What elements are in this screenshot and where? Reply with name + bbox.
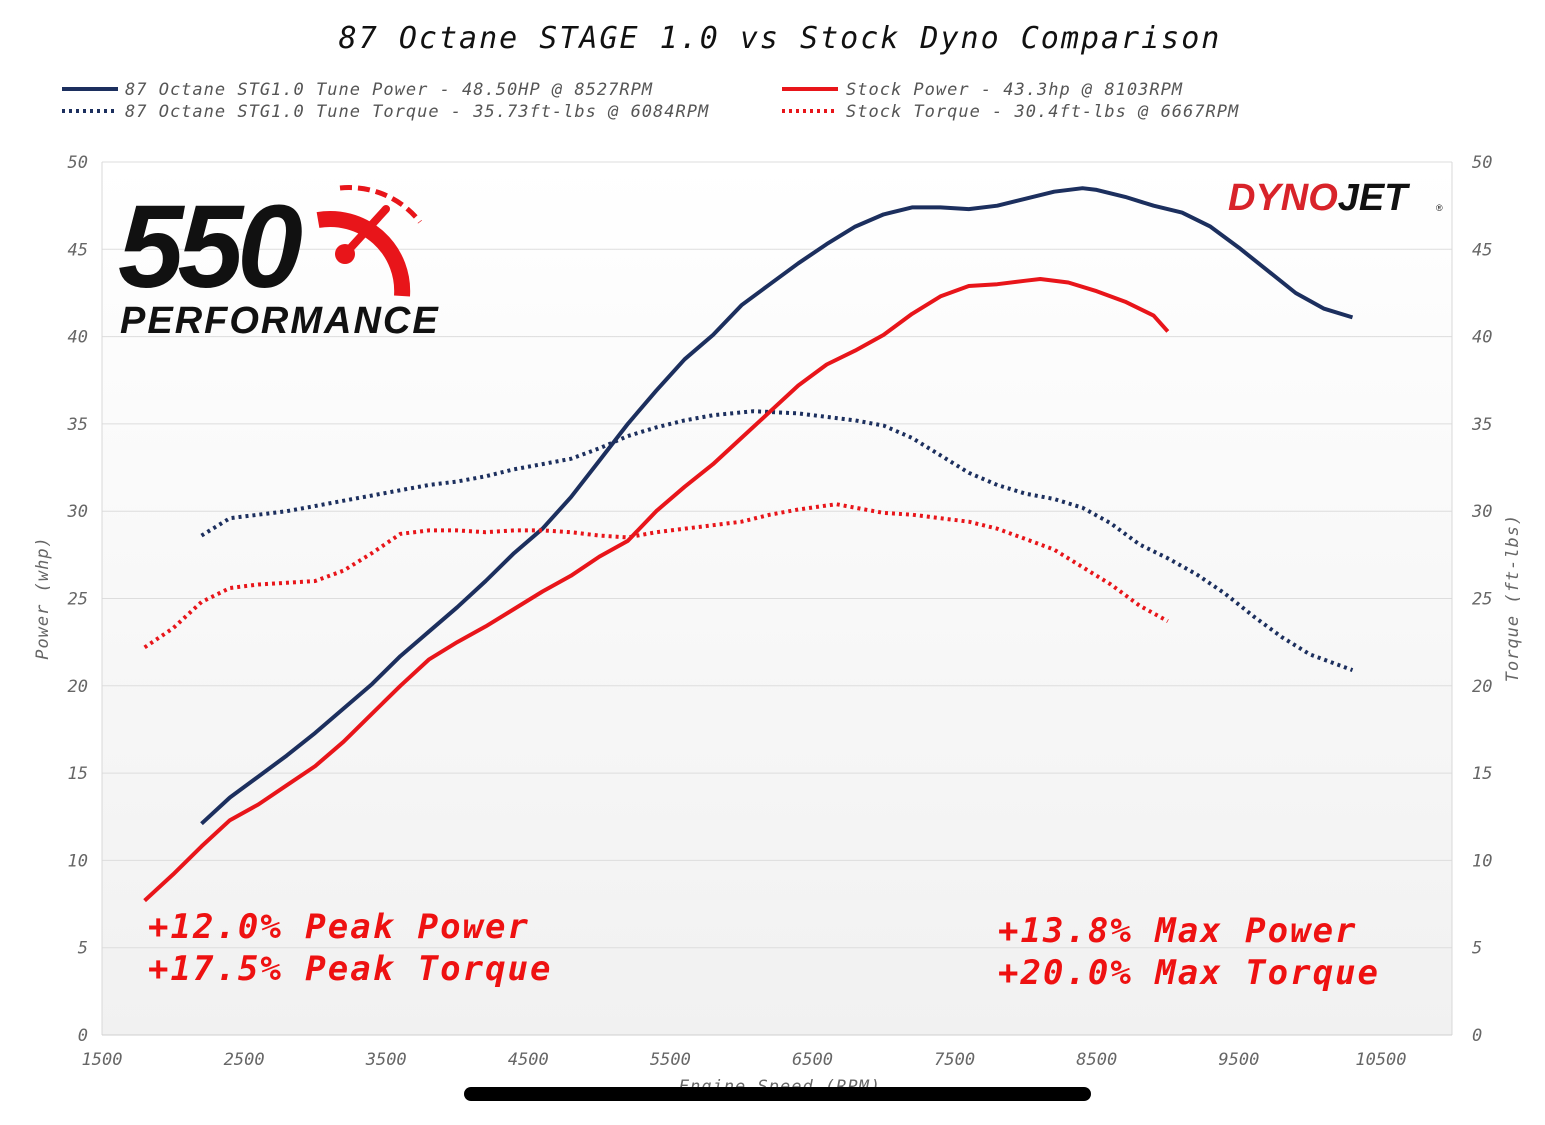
annotation-max-torque: +20.0% Max Torque [998, 953, 1380, 993]
logo-550-performance: 550 PERFORMANCE [118, 181, 440, 342]
x-tick-5500: 5500 [650, 1050, 691, 1070]
legend-label-stock-torque: Stock Torque - 30.4ft-lbs @ 6667RPM [846, 102, 1239, 122]
home-indicator-bar[interactable] [464, 1087, 1091, 1101]
y-tick-30: 30 [67, 502, 88, 522]
y2-tick-50: 50 [1472, 153, 1492, 173]
x-tick-8500: 8500 [1076, 1050, 1117, 1070]
y-tick-5: 5 [78, 939, 88, 959]
y2-tick-45: 45 [1472, 240, 1492, 260]
y2-tick-5: 5 [1472, 939, 1482, 959]
legend-label-tune-torque: 87 Octane STG1.0 Tune Torque - 35.73ft-l… [125, 102, 709, 122]
series-line-1 [200, 409, 1354, 672]
y-tick-40: 40 [68, 328, 88, 348]
y2-tick-15: 15 [1472, 764, 1492, 784]
logo-word: PERFORMANCE [120, 300, 440, 342]
data-series [143, 186, 1354, 903]
y-axis-ticks: 0 5 10 15 20 25 30 35 40 45 50 [67, 153, 88, 1046]
legend: 87 Octane STG1.0 Tune Power - 48.50HP @ … [62, 80, 1239, 122]
dynojet-logo: DYNOJET ® [1228, 177, 1443, 219]
y2-axis-ticks: 0 5 10 15 20 25 30 35 40 45 50 [1471, 153, 1492, 1046]
y-tick-35: 35 [67, 415, 88, 435]
legend-label-tune-power: 87 Octane STG1.0 Tune Power - 48.50HP @ … [125, 80, 653, 100]
y-tick-25: 25 [68, 590, 88, 610]
y2-tick-10: 10 [1472, 851, 1492, 871]
series-line-3 [143, 502, 1169, 650]
y2-tick-40: 40 [1472, 328, 1492, 348]
y2-tick-0: 0 [1472, 1026, 1482, 1046]
x-tick-10500: 10500 [1355, 1050, 1406, 1070]
y-tick-10: 10 [68, 851, 88, 871]
y-tick-20: 20 [68, 677, 88, 697]
brand-part2: JET [1338, 177, 1410, 219]
speedometer-icon [316, 185, 422, 297]
y-tick-45: 45 [68, 240, 88, 260]
y2-tick-35: 35 [1471, 415, 1492, 435]
x-tick-4500: 4500 [508, 1050, 549, 1070]
x-axis-ticks: 1500 2500 3500 4500 5500 6500 7500 8500 9500 1050… [82, 1050, 1407, 1070]
brand-mark: ® [1436, 203, 1443, 213]
annotation-peak-power: +12.0% Peak Power [148, 907, 530, 947]
series-line-2 [143, 277, 1170, 903]
annotation-max-power: +13.8% Max Power [998, 911, 1358, 951]
svg-text:DYNOJET: DYNOJET [1228, 177, 1410, 219]
grid-lines [102, 161, 1452, 949]
y-tick-50: 50 [68, 153, 88, 173]
x-tick-3500: 3500 [365, 1050, 407, 1070]
y2-tick-30: 30 [1471, 502, 1492, 522]
y2-tick-20: 20 [1472, 677, 1492, 697]
chart-title: 87 Octane STAGE 1.0 vs Stock Dyno Compar… [339, 21, 1222, 56]
x-tick-9500: 9500 [1218, 1050, 1259, 1070]
x-tick-2500: 2500 [224, 1050, 265, 1070]
series-line-0 [200, 186, 1354, 826]
logo-number: 550 [118, 181, 302, 313]
y-tick-15: 15 [68, 764, 88, 784]
y-axis-title: Power (whp) [33, 536, 53, 660]
brand-part1: DYNO [1228, 177, 1338, 219]
x-tick-1500: 1500 [82, 1050, 123, 1070]
legend-label-stock-power: Stock Power - 43.3hp @ 8103RPM [846, 80, 1183, 100]
x-tick-7500: 7500 [934, 1050, 975, 1070]
annotation-peak-torque: +17.5% Peak Torque [148, 949, 552, 989]
y2-axis-title: Torque (ft-lbs) [1503, 514, 1523, 683]
y-tick-0: 0 [78, 1026, 88, 1046]
y2-tick-25: 25 [1472, 590, 1492, 610]
x-tick-6500: 6500 [792, 1050, 833, 1070]
